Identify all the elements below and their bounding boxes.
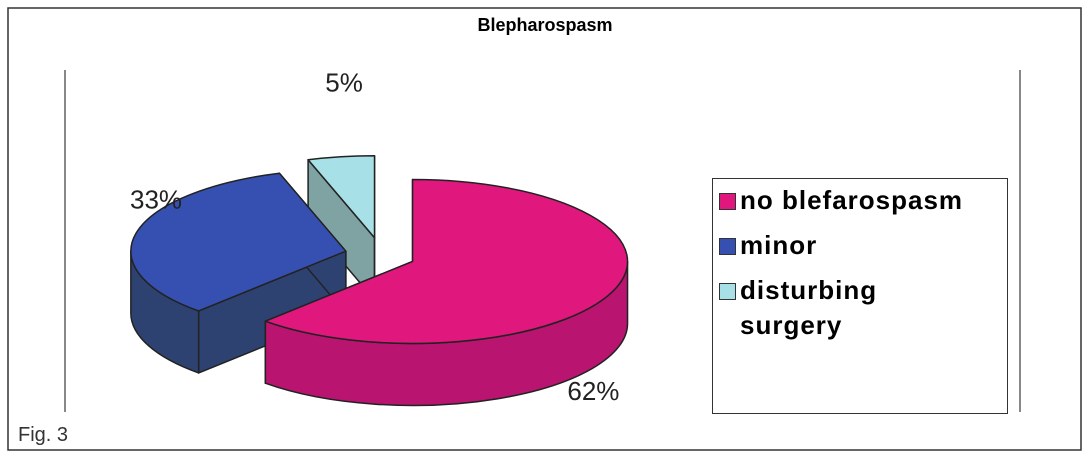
slice [307, 154, 376, 239]
legend: no blefarospasm minor disturbing surgery [712, 178, 1008, 414]
legend-swatch [719, 238, 736, 255]
slice [130, 172, 347, 312]
caption: Fig. 3 [18, 424, 69, 446]
data-label: 62% [567, 376, 619, 406]
legend-item: disturbing surgery [719, 273, 1001, 343]
legend-item: no blefarospasm [719, 183, 1001, 218]
frame [7, 7, 1082, 451]
legend-label: minor [740, 230, 818, 260]
legend-item: minor [719, 228, 1001, 263]
legend-label: disturbing surgery [740, 275, 878, 340]
legend-swatch [719, 193, 736, 210]
chart-title: Blepharospasm [477, 15, 612, 35]
data-label: 33% [130, 185, 182, 215]
slice [264, 178, 629, 345]
data-label: 5% [325, 68, 363, 98]
legend-label: no blefarospasm [740, 185, 964, 215]
legend-swatch [719, 283, 736, 300]
